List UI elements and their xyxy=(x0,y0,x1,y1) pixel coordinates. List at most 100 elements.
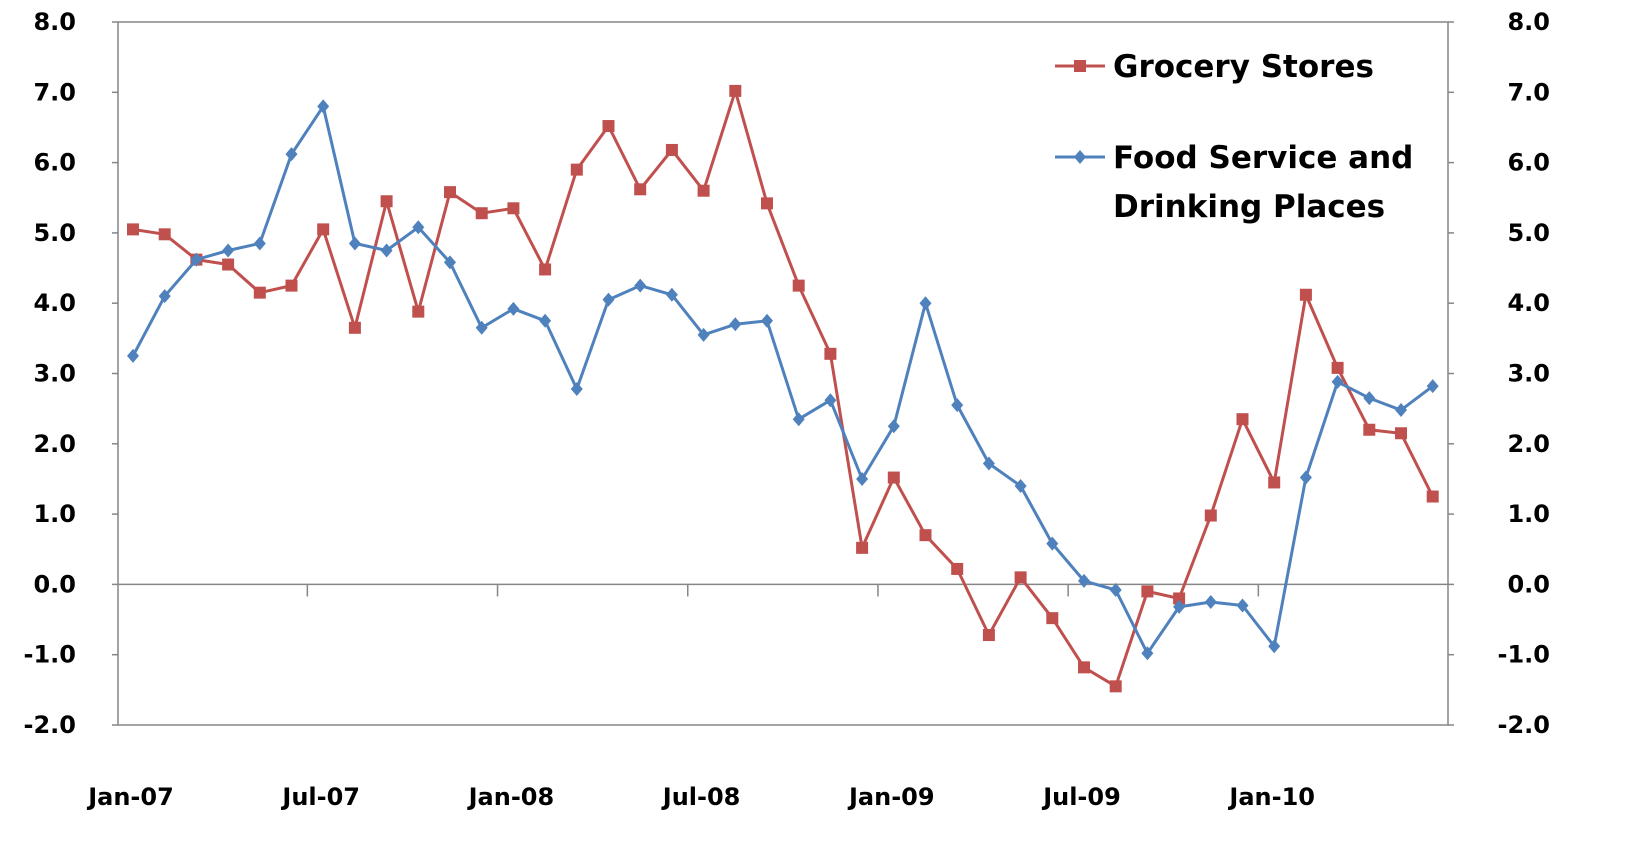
data-point xyxy=(951,398,964,413)
data-point xyxy=(1268,476,1281,489)
y-tick-label-left: 3.0 xyxy=(33,360,76,388)
data-point xyxy=(444,255,456,270)
data-point xyxy=(634,278,647,293)
data-point xyxy=(222,258,235,271)
y-tick-label-left: 4.0 xyxy=(33,289,76,317)
data-point xyxy=(539,263,552,276)
data-point xyxy=(127,348,139,363)
data-point xyxy=(665,287,678,302)
data-point xyxy=(1299,470,1312,485)
y-tick-label-left: 8.0 xyxy=(33,8,76,36)
data-point xyxy=(285,147,298,162)
data-point xyxy=(824,393,837,408)
data-point xyxy=(253,236,266,251)
data-point xyxy=(1109,583,1122,598)
data-point xyxy=(982,456,995,471)
data-point xyxy=(190,252,203,267)
x-tick-label: Jul-08 xyxy=(661,783,741,811)
legend-swatch-marker xyxy=(1074,150,1086,164)
data-point xyxy=(761,313,773,328)
data-point xyxy=(1426,379,1439,394)
data-point xyxy=(1173,592,1186,605)
series-line xyxy=(132,89,1435,688)
data-point xyxy=(1204,594,1217,609)
y-tick-label-right: -1.0 xyxy=(1498,641,1550,669)
data-point xyxy=(919,296,932,311)
x-tick-label: Jan-08 xyxy=(467,783,555,811)
data-point xyxy=(634,183,647,196)
data-point xyxy=(127,223,139,236)
y-tick-label-left: 5.0 xyxy=(33,219,76,247)
data-point xyxy=(665,143,678,156)
data-point xyxy=(1363,423,1376,436)
data-point xyxy=(539,313,552,328)
data-point xyxy=(412,305,425,318)
data-point xyxy=(348,321,361,334)
data-point xyxy=(570,163,583,176)
data-point xyxy=(158,289,171,304)
data-point xyxy=(761,197,773,210)
x-tick-label: Jan-09 xyxy=(847,783,935,811)
y-tick-label-left: 0.0 xyxy=(33,570,76,598)
data-point xyxy=(1141,585,1154,598)
legend: Grocery Stores Food Service and Drinking P… xyxy=(1055,49,1413,225)
data-point xyxy=(1173,599,1186,614)
data-point xyxy=(475,207,488,220)
data-point xyxy=(1331,374,1344,389)
legend-item: Food Service and Drinking Places xyxy=(1055,140,1413,225)
data-point xyxy=(951,562,964,575)
data-point xyxy=(475,320,488,335)
data-point xyxy=(222,243,235,258)
y-tick-label-left: 7.0 xyxy=(33,78,76,106)
data-point xyxy=(729,84,742,97)
data-point xyxy=(1109,680,1122,693)
data-point xyxy=(253,286,266,299)
data-point xyxy=(507,301,520,316)
data-point xyxy=(285,279,298,292)
y-tick-label-right: 3.0 xyxy=(1507,360,1550,388)
data-point xyxy=(380,195,393,208)
data-point xyxy=(887,471,900,484)
series-food-service xyxy=(127,99,1439,661)
x-tick-label: Jul-09 xyxy=(1041,783,1121,811)
data-point xyxy=(1395,427,1407,440)
data-point xyxy=(1236,413,1249,426)
data-point xyxy=(317,223,330,236)
data-point xyxy=(1331,361,1344,374)
y-tick-label-left: -2.0 xyxy=(24,711,76,739)
data-point xyxy=(1014,571,1027,584)
data-point xyxy=(444,186,456,199)
data-point xyxy=(1268,639,1281,654)
data-point xyxy=(158,228,171,241)
data-point xyxy=(317,99,330,114)
data-point xyxy=(919,529,932,542)
data-point xyxy=(1299,288,1312,301)
x-tick-label: Jul-07 xyxy=(280,783,360,811)
data-point xyxy=(602,292,615,307)
data-point xyxy=(1078,573,1090,588)
data-point xyxy=(1046,536,1059,551)
data-point xyxy=(1014,478,1027,493)
y-tick-label-right: 7.0 xyxy=(1507,78,1550,106)
data-point xyxy=(1236,598,1249,613)
legend-item: Grocery Stores xyxy=(1055,49,1374,85)
y-tick-label-right: 1.0 xyxy=(1507,500,1550,528)
legend-label: Food Service and Drinking Places xyxy=(1113,140,1413,225)
y-tick-label-left: 1.0 xyxy=(33,500,76,528)
data-point xyxy=(1204,509,1217,522)
x-tick-label: Jan-10 xyxy=(1227,783,1315,811)
data-point xyxy=(1363,391,1376,406)
y-tick-label-right: 2.0 xyxy=(1507,430,1550,458)
series-grocery-stores xyxy=(127,84,1439,693)
y-tick-label-right: 6.0 xyxy=(1507,149,1550,177)
series-group xyxy=(127,84,1439,693)
x-tick-label: Jan-07 xyxy=(86,783,174,811)
data-point xyxy=(380,243,393,258)
data-point xyxy=(697,184,710,197)
data-point xyxy=(856,541,869,554)
y-tick-label-right: 8.0 xyxy=(1507,8,1550,36)
y-tick-label-right: 4.0 xyxy=(1507,289,1550,317)
data-point xyxy=(1141,646,1154,661)
data-point xyxy=(348,236,361,251)
